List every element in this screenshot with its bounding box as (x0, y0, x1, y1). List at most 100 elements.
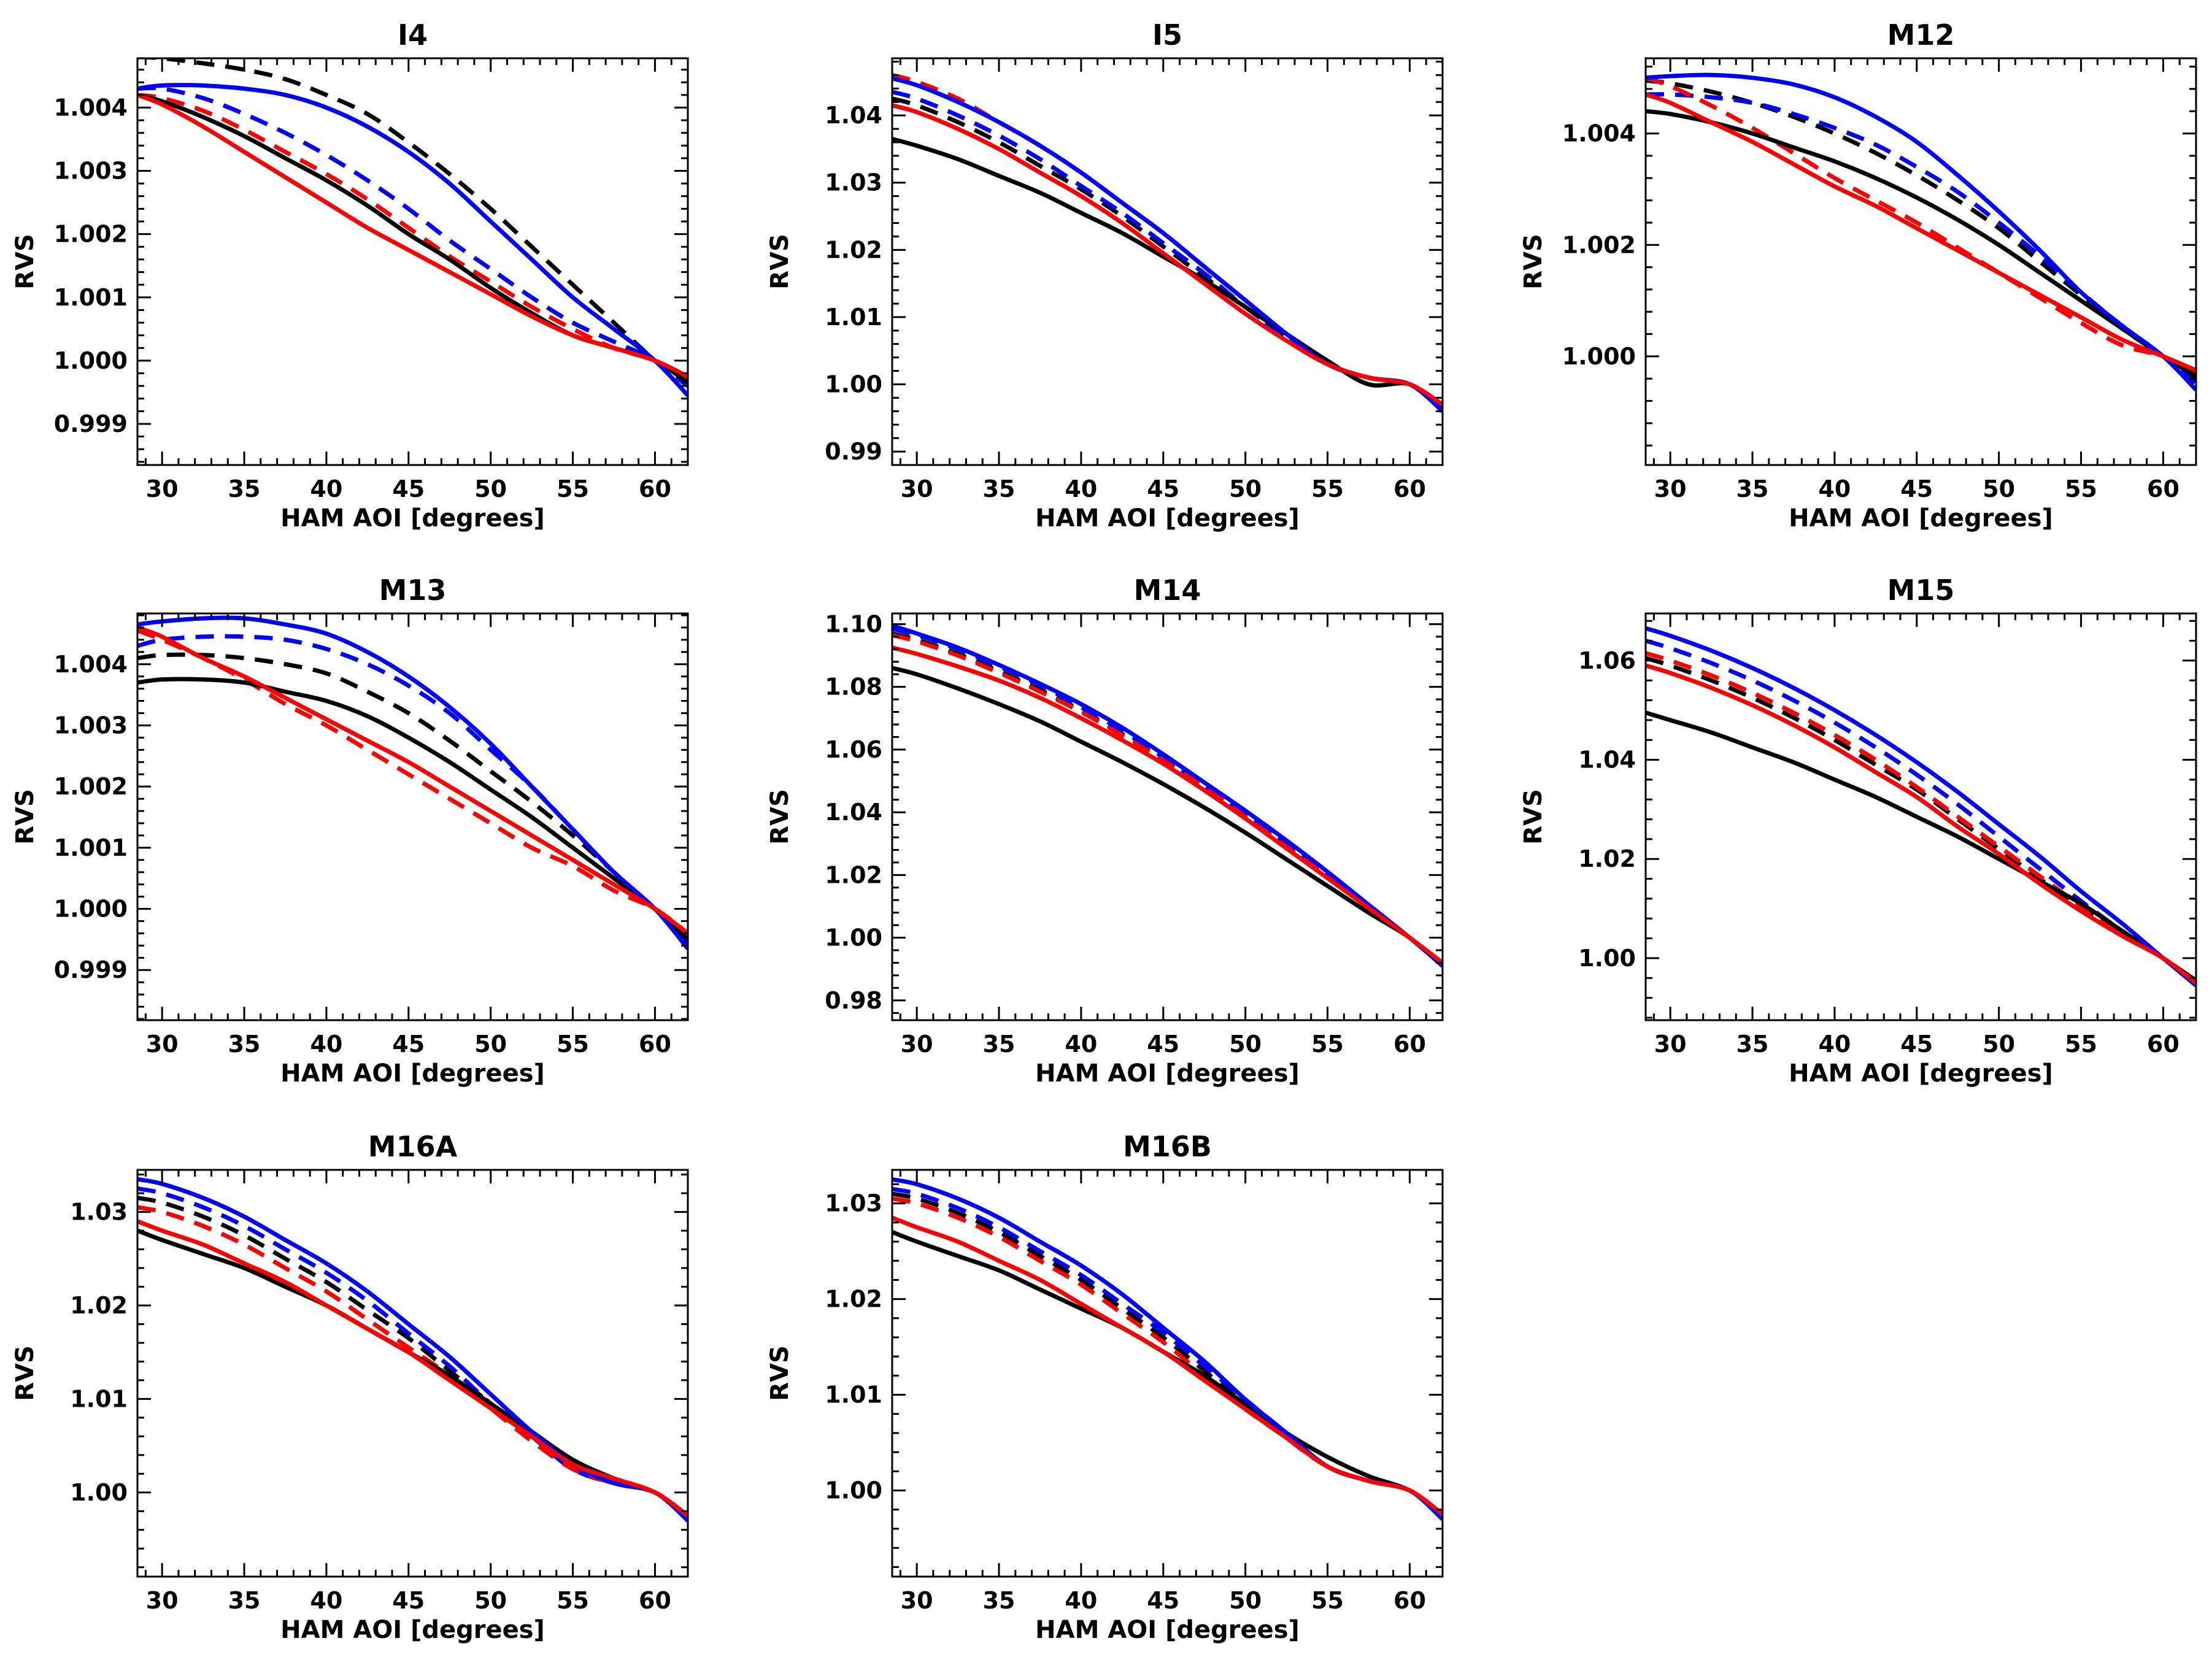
x-tick-label: 45 (392, 475, 425, 502)
x-tick-label: 50 (1229, 1031, 1262, 1058)
x-tick-label: 60 (639, 475, 671, 502)
chart-panel-m15: 30 35 40 45 50 55 60 1.00 1.02 1.04 1.06 M15 HAM AOI… (1519, 574, 2197, 1088)
series-line-dashed-black (137, 1196, 688, 1523)
x-axis-label: HAM AOI [degrees] (1789, 504, 2053, 532)
series-line-solid-black (892, 1230, 1443, 1516)
y-tick-label: 1.04 (825, 102, 882, 129)
series-line-solid-red (1646, 92, 2196, 372)
y-tick-label: 1.03 (825, 1190, 882, 1217)
series-line-dashed-black (892, 96, 1443, 410)
chart-title: M14 (1134, 574, 1201, 607)
series-line-solid-black (1646, 109, 2196, 378)
x-tick-label: 35 (983, 475, 1015, 502)
x-tick-label: 60 (1393, 475, 1426, 502)
x-tick-label: 35 (983, 1587, 1015, 1614)
y-axis-label: RVS (11, 1345, 39, 1401)
x-axis-label: HAM AOI [degrees] (1035, 504, 1300, 532)
x-tick-label: 35 (228, 1031, 261, 1058)
x-tick-label: 50 (1983, 475, 2015, 502)
series-group-m13 (137, 615, 688, 950)
y-axis-label: RVS (766, 789, 794, 845)
y-tick-label: 1.00 (825, 924, 882, 951)
x-tick-label: 30 (901, 1587, 933, 1614)
y-tick-label: 1.01 (70, 1385, 128, 1412)
x-tick-label: 55 (2065, 475, 2097, 502)
x-tick-label: 40 (1818, 1031, 1851, 1058)
series-line-dashed-blue (137, 85, 688, 388)
chart-panel-i4: 30 35 40 45 50 55 60 0.999 1.000 1.001 1.002 1.003 1… (11, 18, 689, 532)
y-tick-label: 0.999 (54, 956, 128, 983)
series-line-solid-blue (137, 1177, 688, 1523)
series-group-m15 (1646, 626, 2196, 988)
y-tick-label: 1.00 (70, 1479, 128, 1506)
series-group-m16b (892, 1177, 1443, 1521)
x-tick-label: 35 (983, 1031, 1015, 1058)
chart-panel-m16b: 30 35 40 45 50 55 60 1.00 1.01 1.02 1.03 M16B HAM AO… (766, 1130, 1444, 1644)
x-tick-label: 35 (228, 475, 261, 502)
y-tick-label: 1.02 (825, 236, 882, 263)
y-tick-label: 1.004 (1562, 120, 1636, 147)
x-tick-label: 45 (1900, 475, 1933, 502)
series-line-solid-black (137, 1228, 688, 1518)
x-tick-label: 50 (1229, 475, 1262, 502)
y-tick-label: 1.03 (825, 169, 882, 196)
y-tick-label: 1.000 (54, 347, 128, 374)
x-tick-label: 35 (1736, 475, 1769, 502)
series-line-solid-red (137, 625, 688, 936)
x-axis-label: HAM AOI [degrees] (1035, 1616, 1300, 1644)
y-axis-label: RVS (11, 789, 39, 845)
series-line-dashed-blue (892, 626, 1443, 966)
series-line-dashed-red (137, 93, 688, 382)
y-tick-label: 1.003 (54, 712, 128, 739)
x-tick-label: 55 (1311, 1031, 1344, 1058)
series-line-solid-blue (892, 623, 1443, 968)
plot-frame (136, 612, 689, 1021)
y-tick-label: 1.08 (825, 674, 882, 701)
x-tick-label: 30 (901, 475, 933, 502)
series-group-m12 (1646, 72, 2196, 391)
y-tick-label: 0.99 (825, 438, 882, 465)
x-axis-label: HAM AOI [degrees] (1789, 1059, 2053, 1088)
series-line-solid-red (137, 93, 688, 379)
x-tick-label: 40 (1065, 1587, 1097, 1614)
y-axis-label: RVS (766, 234, 794, 290)
chart-panel-m14: 30 35 40 45 50 55 60 0.98 1.00 1.02 1.04 1.06 1.08 1.… (766, 574, 1444, 1088)
plot-frame (891, 612, 1444, 1021)
series-line-solid-black (892, 137, 1443, 410)
x-tick-label: 45 (1147, 1031, 1179, 1058)
chart-panel-m13: 30 35 40 45 50 55 60 0.999 1.000 1.001 1.002 1.003 1… (11, 574, 689, 1088)
y-tick-label: 1.02 (825, 861, 882, 888)
chart-title: I4 (398, 18, 428, 52)
y-tick-label: 1.004 (54, 94, 128, 121)
x-tick-label: 60 (639, 1587, 671, 1614)
x-tick-label: 55 (1311, 475, 1344, 502)
x-tick-label: 30 (1654, 1031, 1687, 1058)
x-tick-label: 40 (1065, 475, 1097, 502)
x-tick-label: 60 (1393, 1031, 1426, 1058)
x-tick-label: 40 (310, 1031, 342, 1058)
series-line-dashed-blue (892, 90, 1443, 410)
series-line-solid-red (892, 645, 1443, 965)
y-tick-label: 1.04 (825, 799, 882, 826)
series-group-m16a (137, 1177, 688, 1523)
series-line-dashed-black (892, 631, 1443, 966)
series-group-i4 (137, 58, 688, 397)
x-tick-label: 35 (1736, 1031, 1769, 1058)
series-line-dashed-blue (137, 634, 688, 947)
x-tick-label: 30 (901, 1031, 933, 1058)
series-line-solid-red (892, 103, 1443, 407)
x-tick-label: 60 (2147, 475, 2179, 502)
x-tick-label: 50 (1229, 1587, 1262, 1614)
series-group-m14 (892, 623, 1443, 968)
y-tick-label: 1.00 (825, 371, 882, 398)
y-tick-label: 1.04 (1578, 747, 1636, 774)
x-tick-label: 50 (1983, 1031, 2015, 1058)
series-line-solid-red (137, 1219, 688, 1518)
series-line-solid-black (1646, 710, 2196, 983)
y-tick-label: 1.000 (54, 896, 128, 923)
y-axis-label: RVS (1519, 789, 1547, 845)
series-line-dashed-red (1646, 651, 2196, 985)
series-line-solid-black (892, 666, 1443, 966)
y-tick-label: 1.002 (1562, 231, 1636, 258)
